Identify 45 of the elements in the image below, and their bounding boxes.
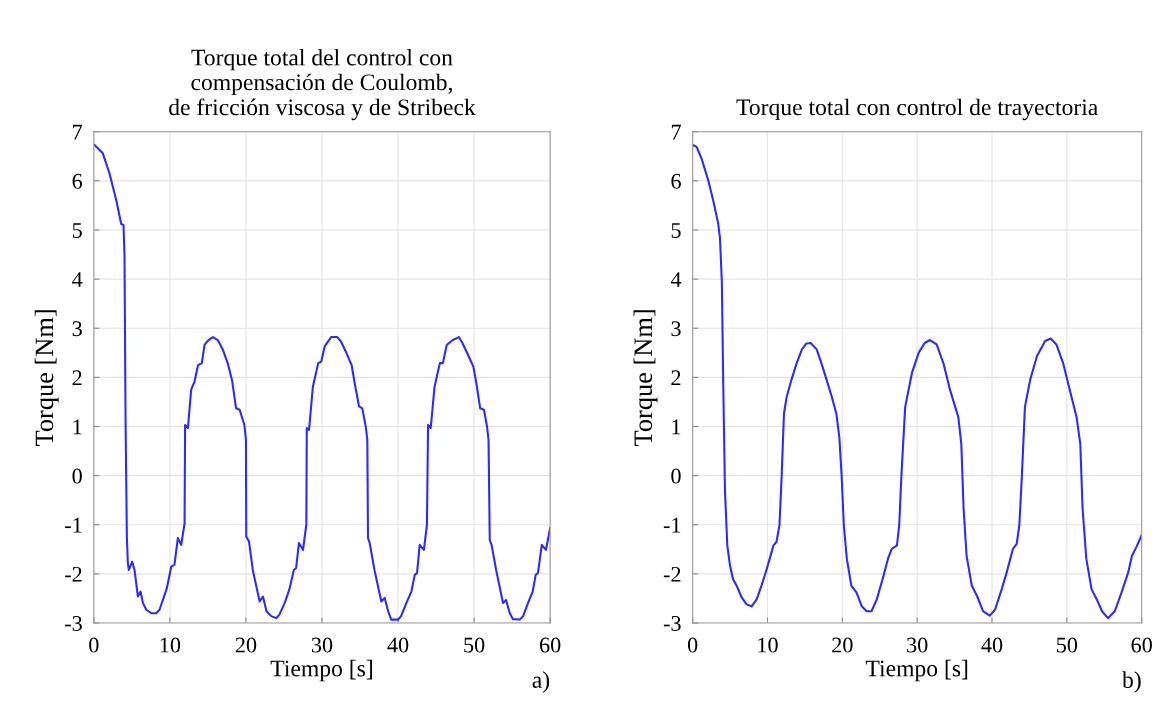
line-series (692, 143, 1142, 620)
y-tick-label: 6 (72, 173, 83, 189)
y-tick-label: 3 (671, 321, 681, 337)
text: a) (532, 671, 550, 693)
x-tick-label: 40 (981, 637, 1003, 653)
y-tick-label: 2 (671, 370, 681, 386)
chart-title: Torque total con control de trayectoria (736, 98, 1098, 121)
y-axis-title: Torque [Nm] (633, 310, 658, 446)
x-axis-title: Tiempo [s] (270, 659, 372, 682)
y-axis-title: Torque [Nm] (34, 310, 59, 446)
x-tick-label: 50 (1057, 637, 1078, 653)
x-tick-label: 20 (832, 637, 853, 653)
y-tick-label: 6 (671, 173, 681, 189)
text: b) (1122, 671, 1141, 693)
x-tick-label: 40 (387, 637, 409, 653)
x-tick-label: 0 (687, 637, 698, 653)
y-tick-label: -1 (663, 517, 681, 533)
x-tick-label: 50 (464, 637, 485, 653)
y-tick-label: 4 (670, 272, 682, 287)
x-tick-label: 60 (1131, 637, 1152, 653)
x-tick-label: 10 (160, 637, 181, 653)
x-tick-label: 60 (539, 637, 561, 653)
y-tick-label: 7 (671, 124, 681, 140)
x-tick-label: 30 (907, 637, 928, 653)
y-tick-label: -3 (663, 616, 681, 631)
y-tick-label: 0 (72, 468, 82, 484)
x-tick-label: 30 (311, 637, 333, 653)
y-tick-label: 3 (72, 321, 82, 337)
y-tick-label: -2 (65, 566, 82, 582)
y-tick-label: -1 (65, 517, 82, 533)
y-tick-label: -3 (65, 616, 82, 631)
y-tick-label: 5 (72, 223, 82, 238)
chart-title: Torque total del control con compensación de Coulomb, de fricción viscosa y de Stribeck (169, 48, 476, 121)
y-tick-label: 4 (72, 272, 83, 287)
x-tick-label: 0 (89, 637, 99, 653)
y-tick-label: 1 (672, 419, 681, 435)
x-axis-title: Tiempo [s] (865, 659, 968, 682)
y-tick-label: -2 (663, 566, 681, 582)
y-tick-label: 0 (671, 468, 681, 484)
y-tick-label: 7 (73, 124, 83, 140)
x-tick-label: 10 (758, 637, 778, 653)
x-tick-label: 20 (235, 637, 257, 653)
y-tick-label: 2 (72, 370, 82, 386)
y-tick-label: 5 (671, 223, 681, 238)
y-tick-label: 1 (73, 419, 82, 435)
